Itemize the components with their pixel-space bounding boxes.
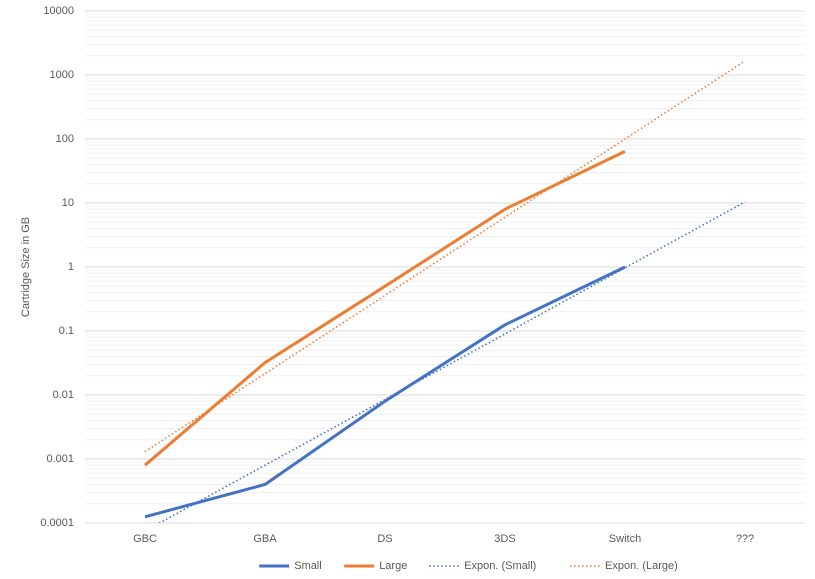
legend-label: Small — [294, 560, 322, 572]
trend-line — [157, 201, 746, 523]
y-tick-label: 1 — [68, 261, 74, 273]
y-tick-label: 0.0001 — [40, 517, 74, 529]
y-tick-label: 1000 — [50, 69, 74, 81]
legend-label: Expon. (Large) — [605, 560, 678, 572]
x-tick-label: ??? — [736, 533, 754, 545]
plot-area — [144, 60, 746, 523]
x-tick-label: GBA — [253, 533, 277, 545]
series-line — [144, 150, 626, 467]
y-tick-label: 0.001 — [46, 453, 74, 465]
grid — [85, 10, 805, 524]
legend-label: Large — [379, 560, 407, 572]
y-tick-label: 100 — [56, 133, 74, 145]
x-tick-label: GBC — [133, 533, 157, 545]
x-tick-label: DS — [377, 533, 392, 545]
y-tick-label: 0.01 — [53, 389, 74, 401]
trend-line — [144, 60, 746, 453]
y-tick-label: 0.1 — [59, 325, 74, 337]
y-tick-label: 10 — [62, 197, 74, 209]
x-tick-label: Switch — [609, 533, 641, 545]
y-axis-title: Cartridge Size in GB — [20, 217, 32, 317]
y-tick-label: 10000 — [43, 5, 74, 17]
series-line — [144, 265, 626, 519]
x-tick-label: 3DS — [494, 533, 515, 545]
legend-label: Expon. (Small) — [464, 560, 536, 572]
